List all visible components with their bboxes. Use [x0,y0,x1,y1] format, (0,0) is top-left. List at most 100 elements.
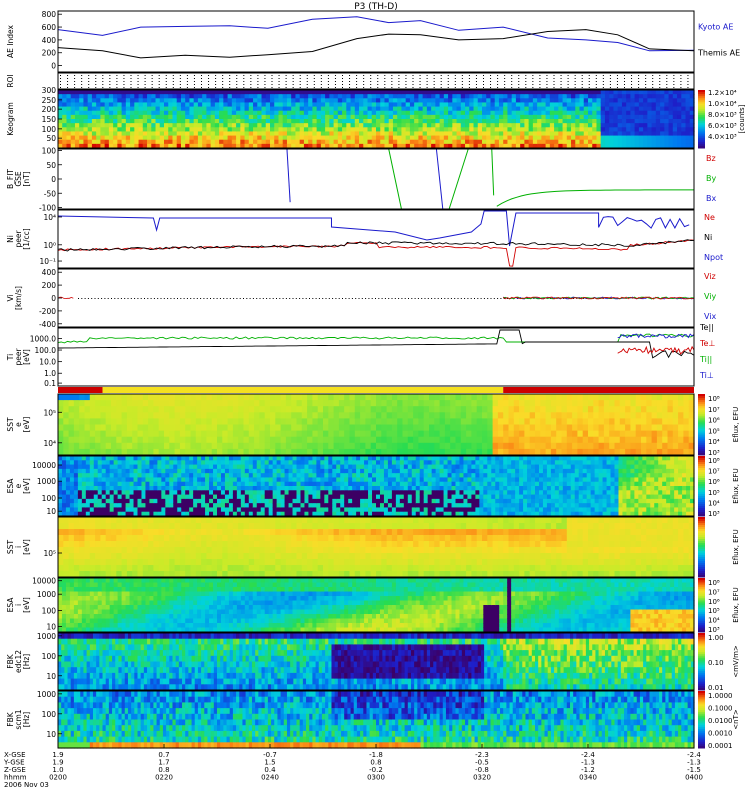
esa_e-cell [149,473,155,479]
keogram-cell [270,139,275,145]
keogram-cell [333,119,339,124]
keogram-cell [545,127,551,133]
keogram-cell [439,139,445,145]
esa_e-cell [58,503,63,509]
keogram-cell [342,123,347,128]
keogram-cell [244,90,250,95]
keogram-cell [672,98,678,104]
keogram-cell [185,114,191,120]
keogram-cell [274,90,280,95]
sst_e-cell [275,400,282,407]
esa_e-cell [232,503,238,509]
keogram-cell [274,119,280,124]
esa_e-cell [304,456,310,461]
sst_e-cell [301,430,308,438]
esa_e-cell [181,481,186,487]
keogram-cell [664,123,670,128]
roi-dot [609,81,611,82]
vi-zero-dot [193,298,195,299]
keogram-cell [308,110,313,116]
keogram-cell [189,94,195,99]
sst_e-cell [450,412,457,419]
keogram-cell [515,127,521,133]
sst_e-cell [280,400,287,407]
keogram-cell [414,102,419,108]
keogram-cell [660,127,665,133]
keogram-cell [87,131,93,137]
esa_e-cell [93,481,99,487]
keogram-cell [465,119,470,124]
keogram-cell [549,98,555,104]
keogram-cell [299,143,305,149]
keogram-cell [113,123,118,128]
sst_e-cell [561,394,568,401]
keogram-cell [448,139,453,145]
keogram-cell [558,110,564,116]
roi-dot [179,78,181,79]
keogram-cell [87,114,93,120]
sst_e-cell [444,412,451,419]
roi-dot [616,75,618,76]
esa_e-cell [125,477,131,483]
vi-frame [57,268,695,328]
sst_e-cell [609,394,616,401]
keogram-cell [532,106,538,112]
sst_e-cell [450,406,457,413]
keogram-cell [507,135,513,141]
keogram-cell [609,90,615,95]
keogram-cell [172,123,178,128]
mode-bar-segment [58,387,103,393]
keogram-cell [388,94,394,99]
keogram-cell [617,98,623,104]
keogram-cell [79,90,85,95]
keogram-cell [261,131,267,137]
sst_e-cell [455,394,462,401]
keogram-cell [282,139,288,145]
esa_e-cell [157,498,162,504]
keogram-cell [621,102,627,108]
sst_e-cell [683,400,690,407]
sst_e-cell [519,394,525,401]
keogram-cell [214,114,220,120]
esa_e-cell [189,468,194,474]
esa_e-cell [69,507,75,513]
keogram-cell [617,143,623,149]
roi-dot [440,87,442,88]
esa_e-cell [149,503,155,509]
roi-dot [215,81,217,82]
esa_e-cell [248,468,254,474]
keogram-cell [677,127,682,133]
sst_e-cell [460,448,467,456]
keogram-cell [388,131,394,137]
roi-dot [215,87,217,88]
keogram-cell [456,110,462,116]
sst_e-cell [211,442,218,450]
sst_e-cell [132,424,139,432]
keogram-cell [672,114,678,120]
sst_e-cell [126,418,133,426]
esa_e-cell [117,511,123,517]
keogram-cell [295,143,301,149]
keogram-cell [562,135,568,141]
sst_e-cell [126,448,133,456]
keogram-cell [558,139,564,145]
keogram-cell [354,106,360,112]
esa_e-cell [181,498,186,504]
roi-dot [257,81,259,82]
sst_e-cell [259,430,266,438]
keogram-cell [342,143,347,149]
keogram-cell [214,131,220,137]
sst_e-cell [376,418,382,426]
keogram-cell [210,98,216,104]
esa_e-cell [121,460,127,466]
sst_e-cell [121,436,128,444]
sst_e-cell [577,394,584,401]
esa_e-cell [189,477,194,483]
vi-zero-dot [229,298,231,299]
esa_e-cell [81,481,87,487]
sst_e-cell [153,436,160,444]
keogram-cell [74,135,80,141]
keogram-cell [113,110,118,116]
keogram-cell [202,131,207,137]
ti-legend-2: Ti|| [699,355,712,364]
